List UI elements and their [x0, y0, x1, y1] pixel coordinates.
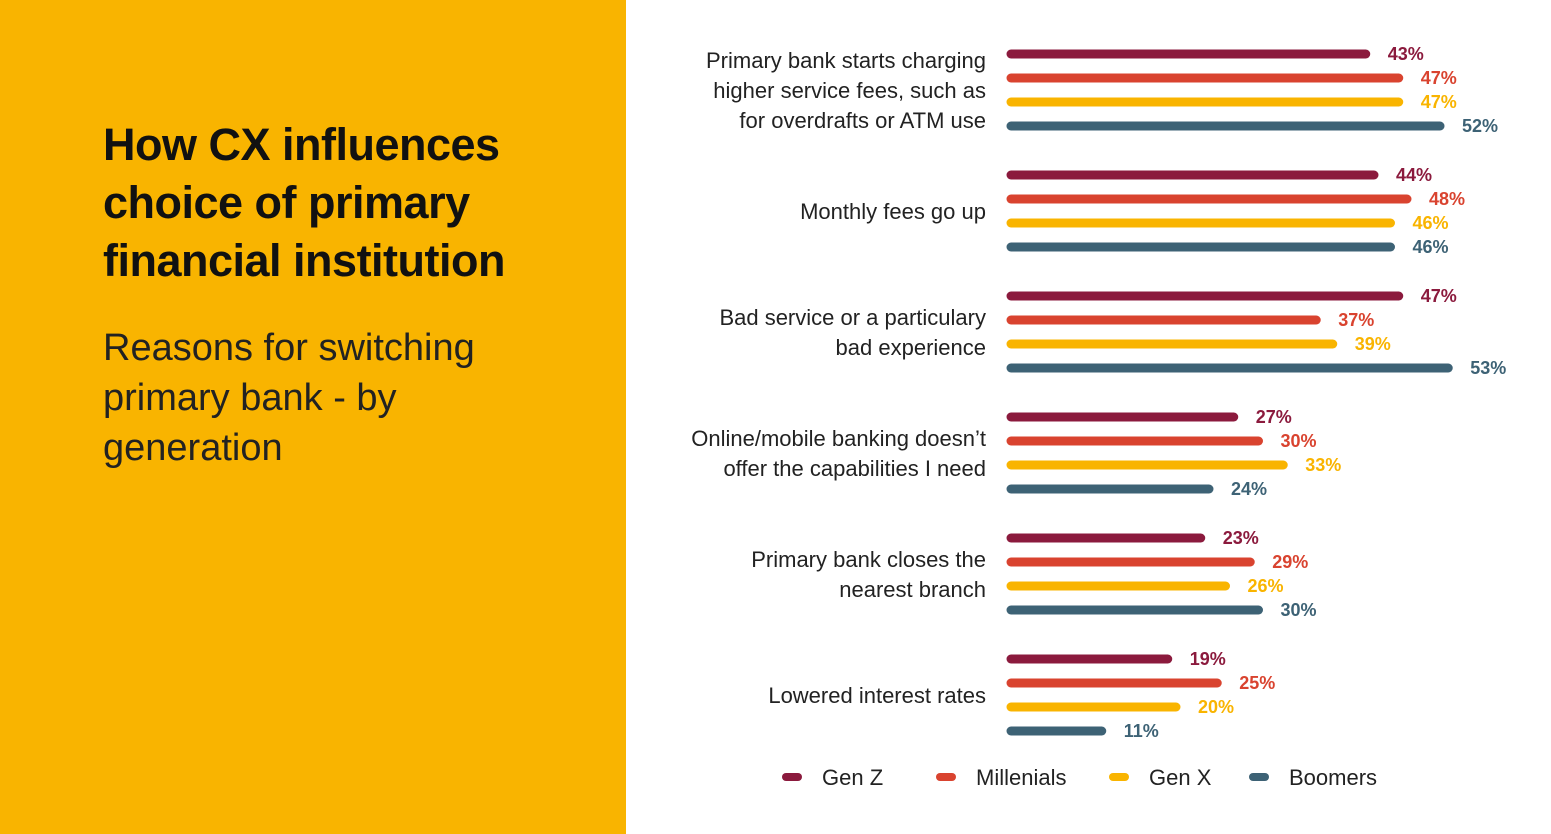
- value-label-boomers: 11%: [1124, 721, 1159, 741]
- value-label-gen-z: 44%: [1396, 165, 1432, 185]
- category-label: for overdrafts or ATM use: [739, 108, 986, 133]
- value-label-millenials: 48%: [1429, 189, 1465, 209]
- category-label: offer the capabilities I need: [723, 456, 986, 481]
- value-label-millenials: 30%: [1281, 431, 1317, 451]
- value-label-gen-x: 26%: [1248, 576, 1284, 596]
- category-label: Lowered interest rates: [768, 683, 986, 708]
- value-label-boomers: 24%: [1231, 479, 1267, 499]
- value-label-gen-z: 43%: [1388, 44, 1424, 64]
- category-label: Bad service or a particulary: [719, 305, 986, 330]
- value-label-gen-z: 27%: [1256, 407, 1292, 427]
- value-label-millenials: 29%: [1272, 552, 1308, 572]
- category-label: Monthly fees go up: [800, 199, 986, 224]
- value-label-gen-x: 47%: [1421, 92, 1457, 112]
- legend-label-gen-x: Gen X: [1149, 765, 1212, 790]
- value-label-gen-z: 47%: [1421, 286, 1457, 306]
- title-panel: How CX influences choice of primary fina…: [0, 0, 626, 834]
- value-label-millenials: 47%: [1421, 68, 1457, 88]
- value-label-boomers: 53%: [1470, 358, 1506, 378]
- legend-label-boomers: Boomers: [1289, 765, 1377, 790]
- value-label-gen-x: 39%: [1355, 334, 1391, 354]
- value-label-gen-x: 33%: [1305, 455, 1341, 475]
- value-label-gen-x: 20%: [1198, 697, 1234, 717]
- value-label-gen-x: 46%: [1413, 213, 1449, 233]
- category-label: Primary bank starts charging: [706, 48, 986, 73]
- value-label-boomers: 30%: [1281, 600, 1317, 620]
- legend-label-millenials: Millenials: [976, 765, 1066, 790]
- value-label-millenials: 37%: [1338, 310, 1374, 330]
- legend-label-gen-z: Gen Z: [822, 765, 883, 790]
- value-label-boomers: 52%: [1462, 116, 1498, 136]
- bar-chart: Primary bank starts charging higher servi…: [691, 44, 1506, 790]
- page-title: How CX influences choice of primary fina…: [103, 119, 506, 286]
- category-label: bad experience: [836, 335, 986, 360]
- page-subtitle: Reasons for switching primary bank - by …: [103, 327, 475, 469]
- category-label: nearest branch: [839, 577, 986, 602]
- value-label-boomers: 46%: [1413, 237, 1449, 257]
- value-label-gen-z: 23%: [1223, 528, 1259, 548]
- category-label: Primary bank closes the: [751, 547, 986, 572]
- value-label-millenials: 25%: [1239, 673, 1275, 693]
- value-label-gen-z: 19%: [1190, 649, 1226, 669]
- category-label: higher service fees, such as: [713, 78, 986, 103]
- category-label: Online/mobile banking doesn’t: [691, 426, 986, 451]
